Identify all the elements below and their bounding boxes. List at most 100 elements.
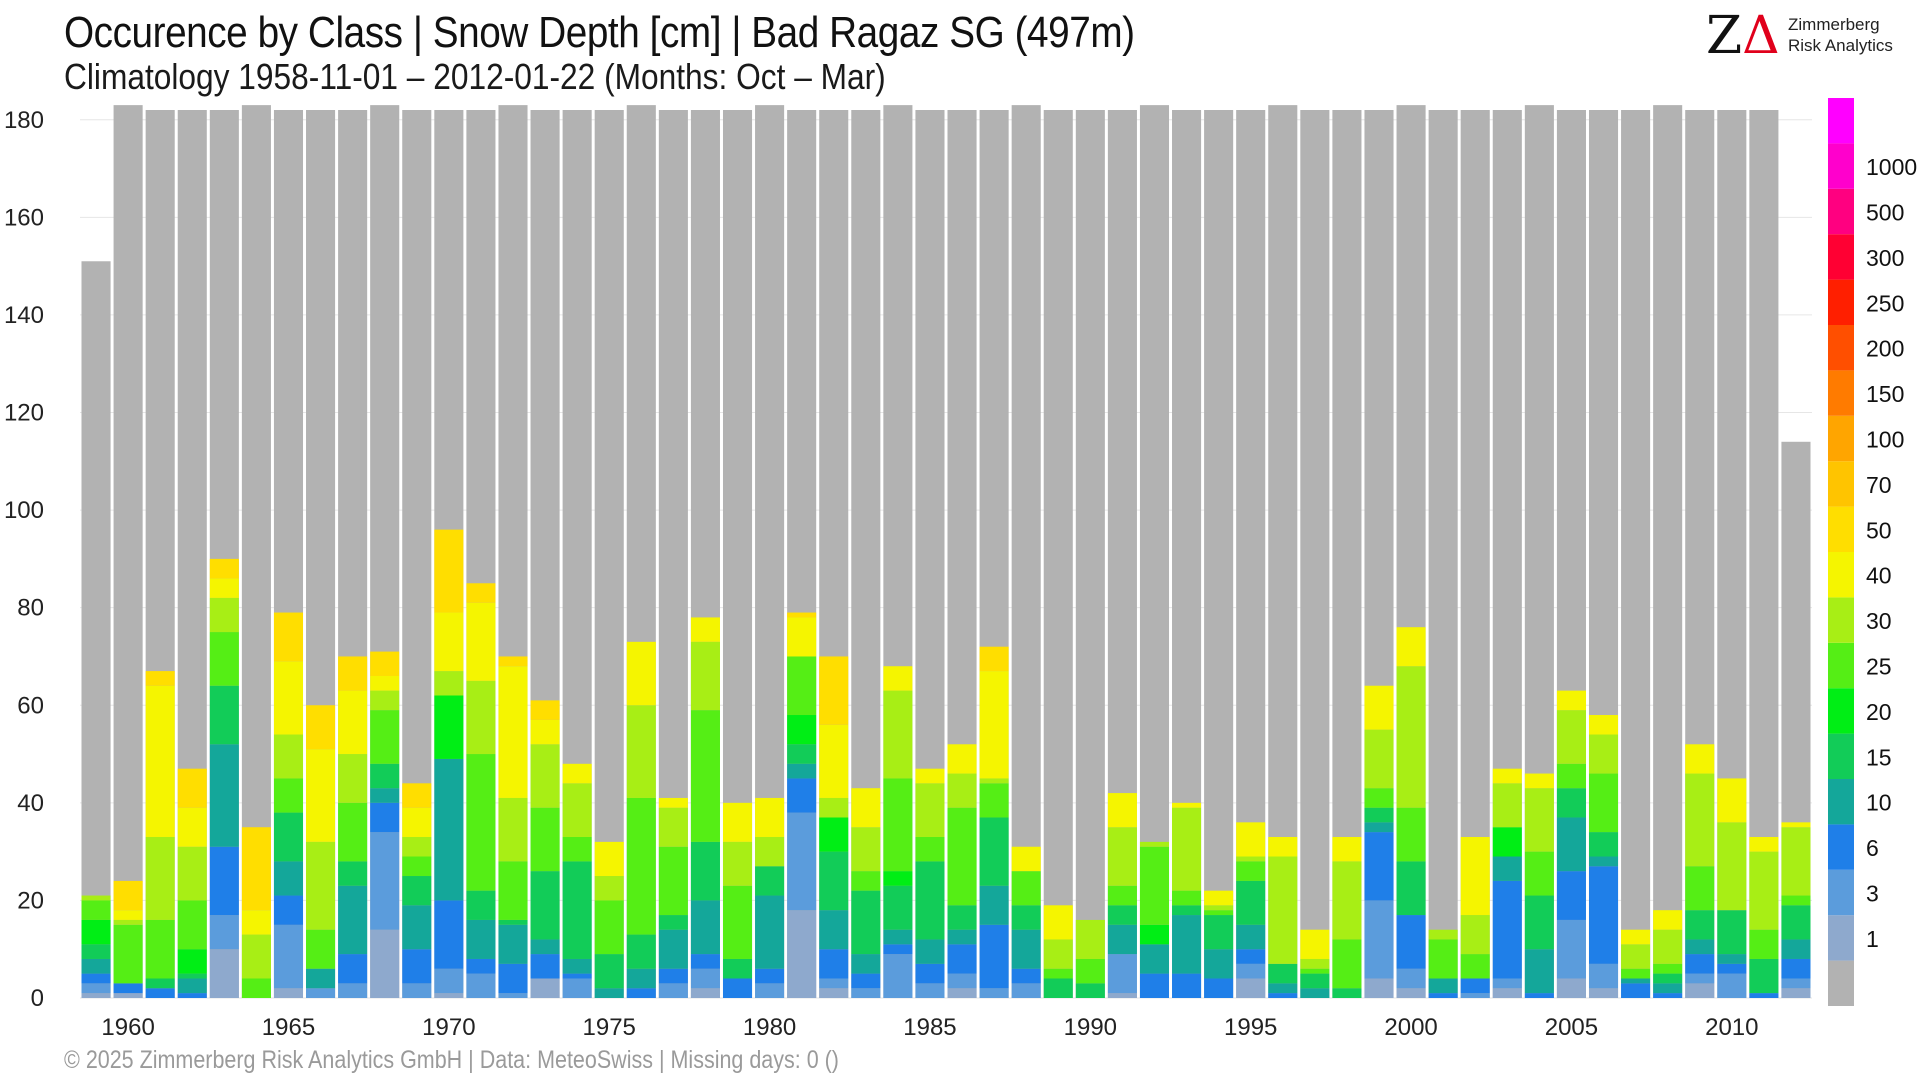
bar-1987-class-10 [979,646,1009,672]
bar-2002-class-7 [1460,954,1490,979]
bar-1982-class-8 [819,797,849,818]
bar-1973-class-8 [530,744,560,808]
bar-1992-class-8 [1139,841,1170,847]
bar-1965-class-9 [273,661,304,735]
bar-1975-class-8 [594,876,624,901]
bar-1992-class-3 [1139,973,1170,998]
bar-1972-class-7 [498,861,528,920]
bar-1962-class-8 [177,846,207,901]
colorbar-label: 30 [1866,608,1892,634]
chart-title: Occurence by Class | Snow Depth [cm] | B… [64,8,1135,57]
bar-2009-class-2 [1685,973,1715,984]
bar-1967-class-2 [338,983,368,998]
bar-1981-class-6 [787,715,817,745]
bar-1968-class-2 [370,832,400,930]
bar-1992-class-7 [1139,846,1170,925]
bar-1976-class-3 [626,988,656,998]
gridlines [80,119,1812,999]
colorbar-label: 6 [1866,835,1879,861]
bar-2003-class-6 [1492,827,1522,857]
bar-2009-class-8 [1685,773,1715,867]
bar-1979-class-5 [722,958,753,979]
bar-1970-class-3 [434,900,464,969]
colorbar-label: 200 [1866,336,1904,362]
bar-2008-class-9 [1653,910,1683,930]
colorbar-label: 15 [1866,744,1892,770]
bar-2000-class-3 [1396,915,1426,969]
bar-1974-class-7 [562,836,592,862]
bar-2008-class-5 [1653,973,1683,984]
bar-2002-class-3 [1460,978,1490,994]
bar-1961-class-7 [145,919,175,979]
bar-1981-class-4 [787,763,817,779]
bar-1974-class-5 [562,861,592,959]
bar-2004-class-5 [1524,895,1554,950]
bar-1995-class-5 [1236,880,1266,925]
bar-2002-class-9 [1460,836,1490,916]
colorbar-swatch [1828,143,1854,189]
company-logo: ZΔ Zimmerberg Risk Analytics [1706,10,1906,62]
bar-1974-class-9 [562,763,592,784]
bar-1960-no-snow [113,105,143,999]
bar-1959-class-7 [81,900,111,920]
colorbar-swatch [1828,415,1854,462]
bar-2004-class-8 [1524,788,1554,852]
bar-1962-class-7 [177,900,207,950]
colorbar-swatch [1828,461,1854,507]
bar-1988-class-9 [1011,846,1041,872]
bar-1978-class-9 [690,617,720,642]
bar-1965-class-8 [273,734,304,779]
bar-2012-class-1 [1781,988,1811,998]
bar-1992-class-6 [1139,924,1170,945]
bar-1967-class-9 [338,690,368,755]
bar-2001-class-4 [1428,978,1458,994]
bar-1974-class-4 [562,958,592,974]
bar-1970-class-10 [434,529,464,613]
bar-1982-class-3 [819,949,849,979]
bar-1962-class-4 [177,978,207,994]
bar-1986-class-7 [947,807,977,906]
bar-1999-class-7 [1364,788,1394,808]
colorbar-label: 20 [1866,699,1892,725]
bar-1979-class-3 [722,978,753,998]
bar-1995-class-4 [1236,924,1266,950]
bar-1969-class-3 [402,949,432,984]
bar-2007-class-8 [1621,944,1651,969]
bar-1984-class-2 [883,954,913,998]
colorbar-swatch [1828,188,1854,235]
bar-1983-class-9 [851,788,881,828]
bar-1959-class-2 [81,983,111,994]
bar-1972-class-9 [498,666,528,798]
bar-2004-class-9 [1524,773,1554,789]
bar-2000-class-8 [1396,666,1426,808]
bar-1986-class-4 [947,929,977,945]
bar-1977-class-5 [658,915,688,930]
bar-1986-class-8 [947,773,977,808]
y-tick-label: 120 [4,400,44,427]
bar-2010-class-2 [1717,973,1747,998]
bar-1962-class-9 [177,807,207,847]
bar-1960-class-9 [113,910,143,920]
y-tick-label: 0 [31,985,44,1012]
bar-1980-class-3 [755,968,785,984]
bar-2005-class-2 [1556,919,1586,979]
bar-2004-class-3 [1524,993,1554,998]
bar-1983-class-8 [851,827,881,872]
bar-1984-class-4 [883,929,913,945]
bar-2010-class-3 [1717,963,1747,974]
bar-1984-class-6 [883,871,913,886]
bar-1969-class-8 [402,836,432,857]
bar-2005-class-1 [1556,978,1586,998]
bar-1963-class-8 [209,597,239,633]
bar-1961-class-10 [145,671,175,686]
bar-1963-class-10 [209,558,239,579]
bar-1959-class-1 [81,993,111,998]
bar-1997-class-7 [1300,968,1330,974]
bar-1993-class-4 [1172,915,1202,974]
bar-1965-class-1 [273,988,304,998]
bar-1966-class-4 [306,968,336,989]
colorbar-swatch [1828,325,1854,371]
bar-2003-class-9 [1492,768,1522,784]
y-tick-label: 20 [17,887,44,914]
bar-1977-class-3 [658,968,688,984]
